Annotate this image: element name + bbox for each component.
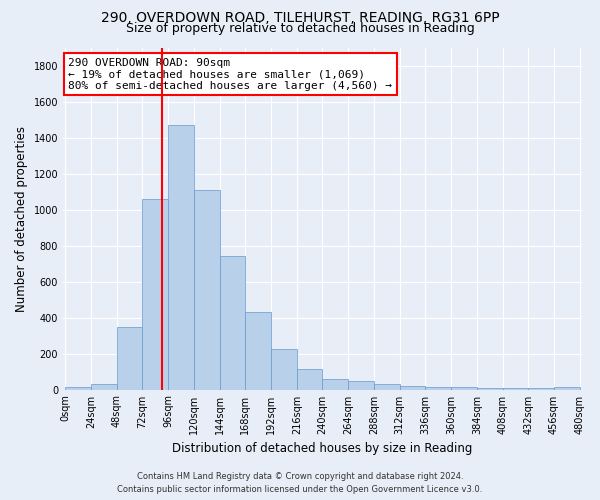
Bar	[91, 384, 116, 390]
Bar	[374, 384, 400, 390]
Bar	[194, 190, 220, 390]
Text: 290 OVERDOWN ROAD: 90sqm
← 19% of detached houses are smaller (1,069)
80% of sem: 290 OVERDOWN ROAD: 90sqm ← 19% of detach…	[68, 58, 392, 91]
Bar	[425, 387, 451, 390]
Bar	[348, 380, 374, 390]
Bar	[271, 349, 297, 390]
Text: 290, OVERDOWN ROAD, TILEHURST, READING, RG31 6PP: 290, OVERDOWN ROAD, TILEHURST, READING, …	[101, 11, 499, 25]
Bar	[503, 388, 529, 390]
Text: Size of property relative to detached houses in Reading: Size of property relative to detached ho…	[125, 22, 475, 35]
Bar	[168, 125, 194, 390]
Bar	[65, 388, 91, 390]
Y-axis label: Number of detached properties: Number of detached properties	[15, 126, 28, 312]
Bar	[451, 388, 477, 390]
Bar	[554, 388, 580, 390]
Bar	[477, 388, 503, 390]
Bar	[142, 198, 168, 390]
Text: Contains HM Land Registry data © Crown copyright and database right 2024.
Contai: Contains HM Land Registry data © Crown c…	[118, 472, 482, 494]
X-axis label: Distribution of detached houses by size in Reading: Distribution of detached houses by size …	[172, 442, 473, 455]
Bar	[245, 312, 271, 390]
Bar	[400, 386, 425, 390]
Bar	[529, 388, 554, 390]
Bar	[220, 256, 245, 390]
Bar	[297, 369, 322, 390]
Bar	[322, 379, 348, 390]
Bar	[116, 326, 142, 390]
